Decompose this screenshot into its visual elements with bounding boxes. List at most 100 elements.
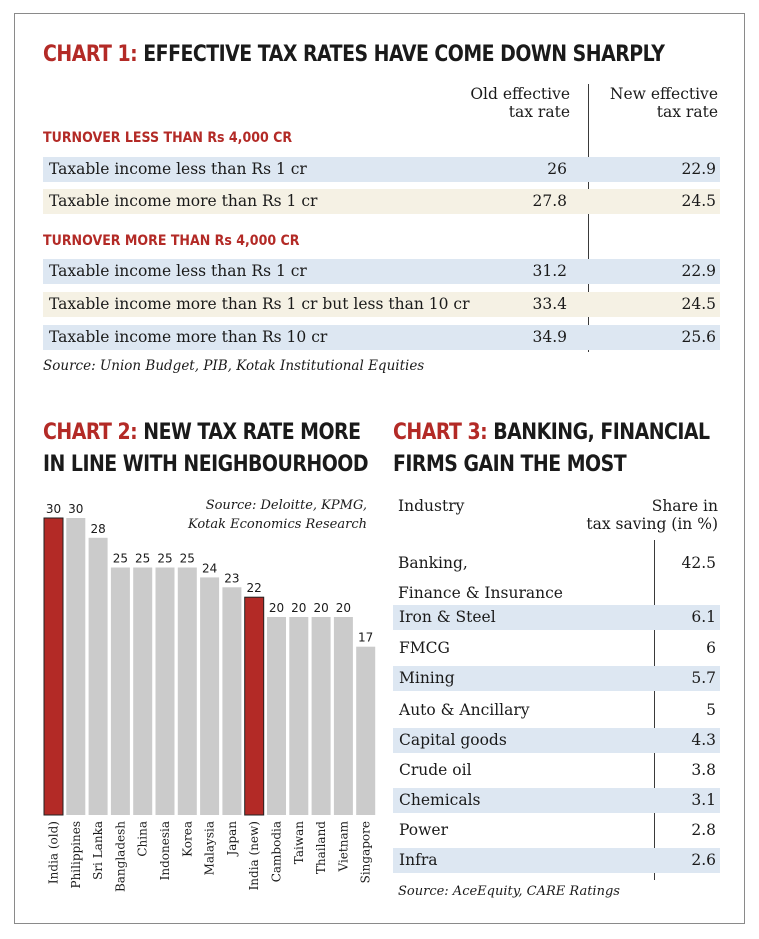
chart3-row: Auto & Ancillary 5 xyxy=(393,698,720,723)
bar-value-label: 25 xyxy=(113,552,128,566)
chart3-row: Crude oil 3.8 xyxy=(393,758,720,783)
row-label: Taxable income more than Rs 10 cr xyxy=(49,328,328,346)
row-label: Chemicals xyxy=(399,791,481,809)
bar-thailand xyxy=(311,617,331,815)
row-label: Taxable income less than Rs 1 cr xyxy=(49,160,307,178)
category-label: Singapore xyxy=(359,821,373,883)
category-label: Taiwan xyxy=(292,821,306,864)
row-label-line2: Finance & Insurance xyxy=(398,584,563,602)
bar-korea xyxy=(177,567,197,815)
row-value: 2.8 xyxy=(691,821,716,839)
bar-value-label: 20 xyxy=(313,601,328,615)
chart3-title-prefix: CHART 3: xyxy=(393,420,488,445)
chart3-row-banking-label: Banking, Finance & Insurance xyxy=(398,548,563,608)
bar-value-label: 30 xyxy=(68,502,83,516)
chart1-title-prefix: CHART 1: xyxy=(43,42,138,67)
category-label: India (new) xyxy=(247,821,261,890)
row-label: Taxable income more than Rs 1 cr xyxy=(49,192,318,210)
bar-value-label: 24 xyxy=(202,561,217,575)
chart3-row: Infra 2.6 xyxy=(393,848,720,873)
bar-value-label: 25 xyxy=(180,552,195,566)
col-old-line2: tax rate xyxy=(508,103,570,121)
category-label: Indonesia xyxy=(158,821,172,880)
row-value: 3.1 xyxy=(691,791,716,809)
chart2-source-line2: Kotak Economics Research xyxy=(187,517,367,532)
chart1-divider xyxy=(588,84,589,352)
col-old-line1: Old effective xyxy=(470,85,570,103)
bar-india-old xyxy=(43,517,64,816)
chart3-row: Chemicals 3.1 xyxy=(393,788,720,813)
row-value: 5.7 xyxy=(691,669,716,687)
row-value: 6.1 xyxy=(691,608,716,626)
bar-value-label: 25 xyxy=(157,552,172,566)
chart1-source: Source: Union Budget, PIB, Kotak Institu… xyxy=(43,358,425,374)
chart1-title: CHART 1: EFFECTIVE TAX RATES HAVE COME D… xyxy=(43,40,665,70)
infographic-frame xyxy=(14,13,745,924)
row-old-rate: 26 xyxy=(547,160,567,178)
row-value: 2.6 xyxy=(691,851,716,869)
chart3-title-line2: FIRMS GAIN THE MOST xyxy=(393,452,627,477)
chart1-row: Taxable income less than Rs 1 cr 26 22.9 xyxy=(43,157,720,182)
category-label: Bangladesh xyxy=(113,821,127,892)
chart3-row: Mining 5.7 xyxy=(393,666,720,691)
bar-value-label: 30 xyxy=(46,502,61,516)
bar-singapore xyxy=(356,646,376,815)
bar-value-label: 20 xyxy=(336,601,351,615)
chart1-row: Taxable income more than Rs 1 cr 27.8 24… xyxy=(43,189,720,214)
bar-bangladesh xyxy=(110,567,130,815)
row-label: Banking, xyxy=(398,554,468,572)
chart1-title-text: EFFECTIVE TAX RATES HAVE COME DOWN SHARP… xyxy=(137,42,665,67)
chart2-title: CHART 2: NEW TAX RATE MORE xyxy=(43,418,361,448)
bar-value-label: 22 xyxy=(247,581,262,595)
category-label: Malaysia xyxy=(203,821,217,875)
row-label: Mining xyxy=(399,669,455,687)
bar-cambodia xyxy=(267,617,286,815)
bar-sri-lanka xyxy=(88,537,108,815)
bar-taiwan xyxy=(289,617,309,815)
chart1-col-new-header: New effective tax rate xyxy=(578,85,718,121)
chart2-title-text: NEW TAX RATE MORE xyxy=(137,420,361,445)
category-label: Philippines xyxy=(69,821,83,889)
chart3-col-industry: Industry xyxy=(398,497,465,515)
chart3-row: Capital goods 4.3 xyxy=(393,728,720,753)
bar-japan xyxy=(222,587,242,815)
row-old-rate: 27.8 xyxy=(532,192,567,210)
row-label: Capital goods xyxy=(399,731,507,749)
row-label: Taxable income more than Rs 1 cr but les… xyxy=(49,295,470,313)
chart2-title-line2: IN LINE WITH NEIGHBOURHOOD xyxy=(43,452,369,477)
row-new-rate: 24.5 xyxy=(681,295,716,313)
category-label: India (old) xyxy=(47,821,61,884)
chart3-row: Iron & Steel 6.1 xyxy=(393,605,720,630)
chart3-row: FMCG 6 xyxy=(393,636,720,661)
chart3-divider xyxy=(654,540,655,880)
category-label: Thailand xyxy=(314,821,328,874)
chart1-row: Taxable income more than Rs 1 cr but les… xyxy=(43,292,720,317)
row-value: 5 xyxy=(706,701,716,719)
row-old-rate: 33.4 xyxy=(532,295,567,313)
category-label: China xyxy=(136,821,150,857)
row-label: Power xyxy=(399,821,448,839)
bar-value-label: 28 xyxy=(90,522,105,536)
bar-china xyxy=(133,567,153,815)
bar-value-label: 23 xyxy=(224,571,239,585)
chart3-source: Source: AceEquity, CARE Ratings xyxy=(398,884,620,899)
bar-vietnam xyxy=(333,617,353,815)
chart2-source: Source: Deloitte, KPMG, Kotak Economics … xyxy=(167,496,367,534)
chart1-col-old-header: Old effective tax rate xyxy=(430,85,570,121)
row-label: Auto & Ancillary xyxy=(399,701,530,719)
chart3-row-banking-value: 42.5 xyxy=(681,554,716,572)
chart2-source-line1: Source: Deloitte, KPMG, xyxy=(205,498,367,513)
row-new-rate: 22.9 xyxy=(681,262,716,280)
col-share-line2: tax saving (in %) xyxy=(586,515,718,533)
bar-philippines xyxy=(66,518,86,815)
row-value: 4.3 xyxy=(691,731,716,749)
chart3-row: Power 2.8 xyxy=(393,818,720,843)
row-old-rate: 34.9 xyxy=(532,328,567,346)
row-label: FMCG xyxy=(399,639,450,657)
bar-value-label: 25 xyxy=(135,552,150,566)
row-label: Crude oil xyxy=(399,761,472,779)
category-label: Sri Lanka xyxy=(91,821,105,880)
row-value: 3.8 xyxy=(691,761,716,779)
category-label: Vietnam xyxy=(336,820,350,872)
row-old-rate: 31.2 xyxy=(532,262,567,280)
